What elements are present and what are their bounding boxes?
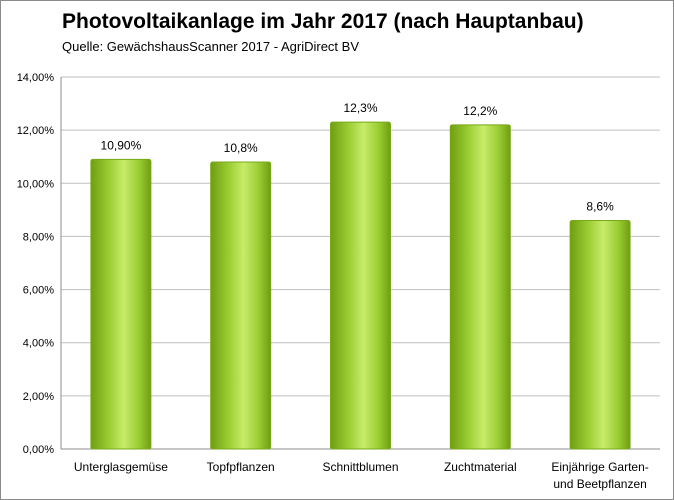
y-tick-label: 10,00%	[17, 178, 55, 190]
data-label: 10,90%	[101, 138, 142, 152]
x-category-label: Zuchtmaterial	[444, 460, 517, 474]
y-tick-label: 8,00%	[23, 231, 54, 243]
y-tick-label: 0,00%	[23, 444, 54, 456]
bar	[90, 158, 152, 450]
bar	[449, 124, 511, 450]
bar	[569, 219, 631, 450]
x-category-label: und Beetpflanzen	[553, 477, 646, 491]
bar	[330, 121, 391, 450]
chart-title: Photovoltaikanlage im Jahr 2017 (nach Ha…	[62, 10, 584, 33]
x-category-label: Topfpflanzen	[207, 460, 275, 474]
data-label: 12,2%	[463, 104, 497, 118]
y-tick-label: 4,00%	[23, 338, 54, 350]
y-tick-label: 6,00%	[23, 285, 54, 297]
x-category-label: Unterglasgemüse	[74, 460, 168, 474]
chart-subtitle: Quelle: GewächshausScanner 2017 - AgriDi…	[62, 39, 359, 54]
data-label: 8,6%	[586, 199, 614, 213]
data-label: 12,3%	[343, 101, 377, 115]
y-tick-label: 12,00%	[17, 125, 55, 137]
x-category-label: Einjährige Garten-	[551, 460, 648, 474]
data-label: 10,8%	[224, 141, 258, 155]
y-tick-label: 14,00%	[17, 72, 55, 84]
x-category-label: Schnittblumen	[322, 460, 398, 474]
bar	[210, 161, 272, 450]
y-tick-label: 2,00%	[23, 391, 54, 403]
